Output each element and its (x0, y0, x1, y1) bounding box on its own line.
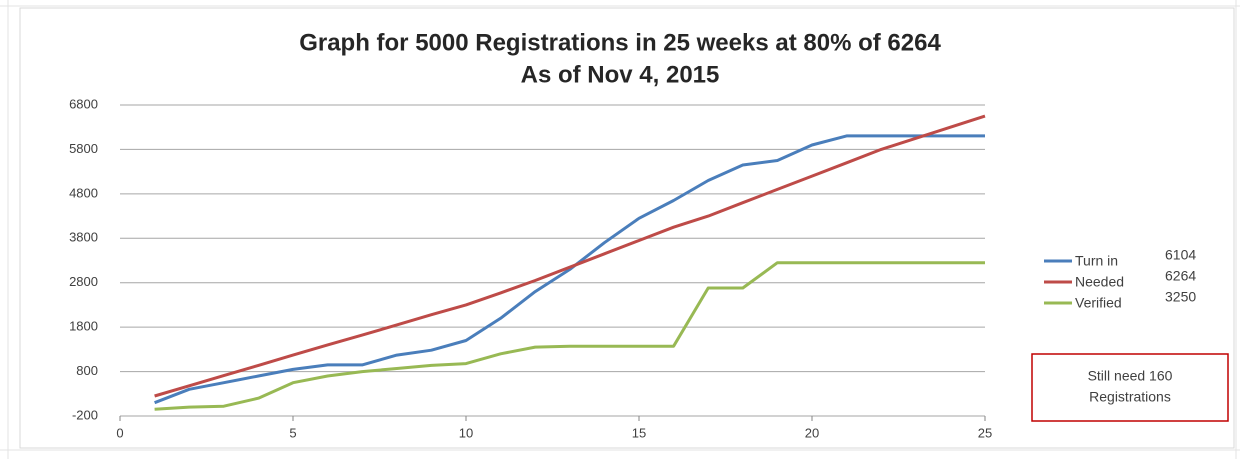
chart-title: Graph for 5000 Registrations in 25 weeks… (299, 29, 941, 56)
y-tick-label: 6800 (69, 96, 98, 111)
x-tick-label: 5 (289, 425, 296, 440)
legend-label: Needed (1075, 274, 1124, 290)
annotation: Registrations (1089, 389, 1171, 405)
legend-value: 6264 (1165, 268, 1196, 284)
legend-value: 3250 (1165, 289, 1196, 305)
y-tick-label: 800 (76, 363, 98, 378)
annotation: Still need 160 (1088, 368, 1173, 384)
legend-label: Turn in (1075, 253, 1118, 269)
y-tick-label: 4800 (69, 185, 98, 200)
y-tick-label: 5800 (69, 141, 98, 156)
annotation-box (1031, 353, 1229, 422)
y-tick-label: 3800 (69, 230, 98, 245)
chart-subtitle: As of Nov 4, 2015 (521, 61, 720, 88)
y-tick-label: 2800 (69, 274, 98, 289)
x-tick-label: 25 (978, 425, 992, 440)
series-line (154, 134, 985, 405)
x-tick-label: 20 (805, 425, 819, 440)
series-line (154, 114, 986, 398)
legend-value: 6104 (1165, 247, 1196, 263)
y-tick-label: 1800 (69, 319, 98, 334)
x-tick-label: 15 (632, 425, 646, 440)
legend-label: Verified (1075, 295, 1122, 311)
x-tick-label: 10 (459, 425, 473, 440)
series-line (154, 261, 985, 411)
y-tick-label: -200 (72, 407, 98, 422)
x-tick-label: 0 (116, 425, 123, 440)
